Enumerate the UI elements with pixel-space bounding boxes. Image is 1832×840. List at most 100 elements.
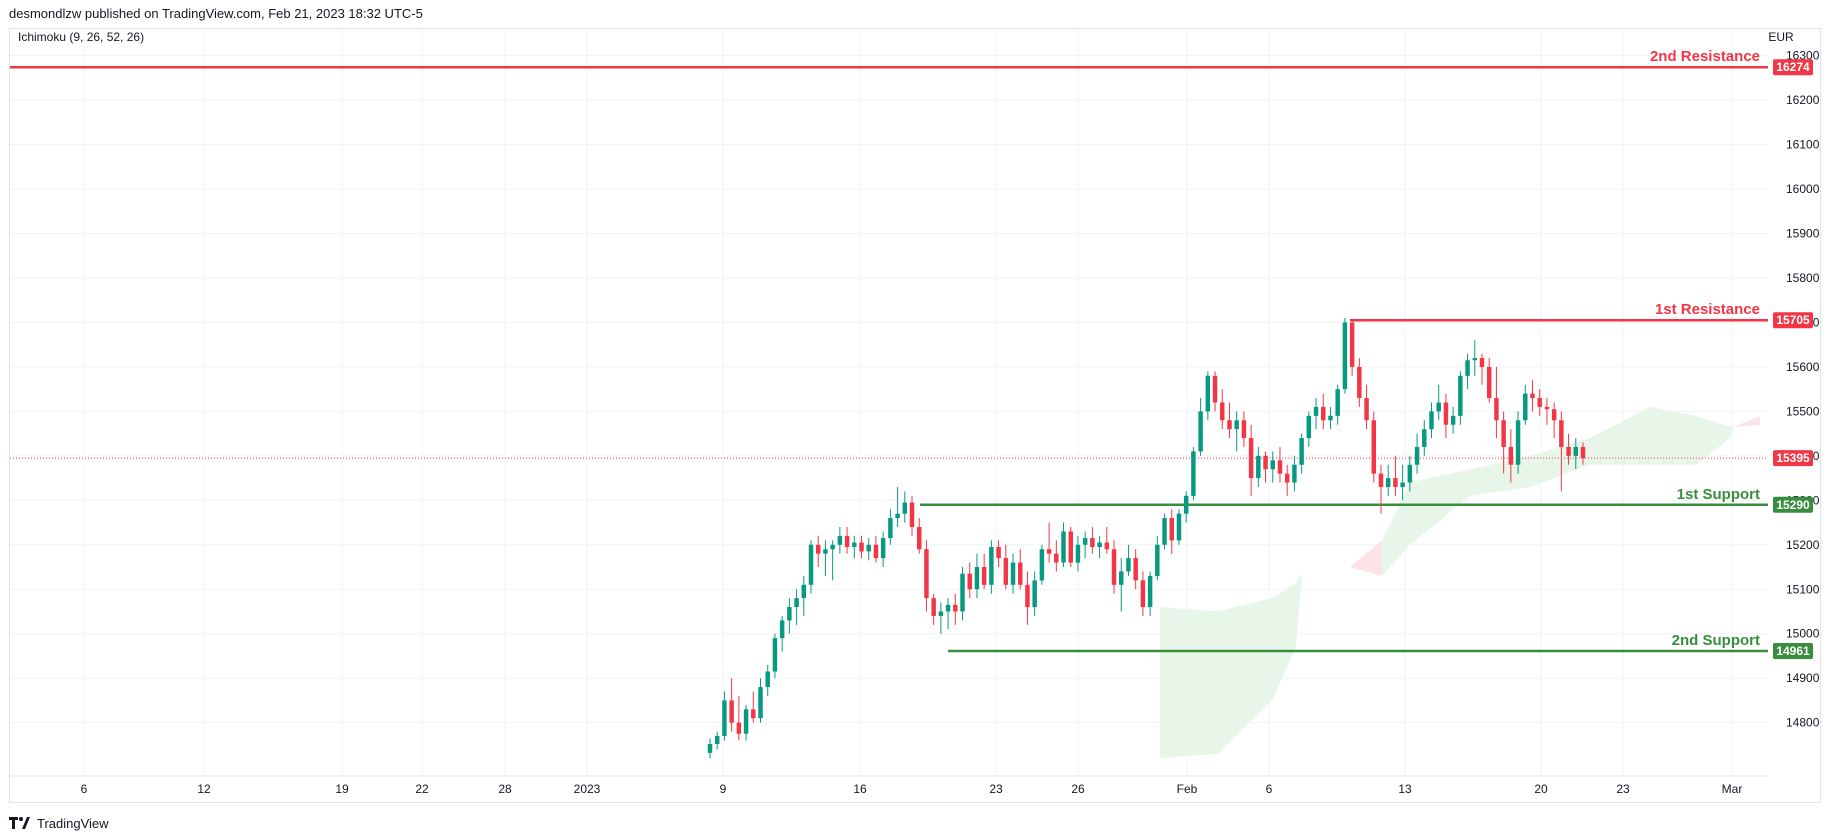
x-tick-label: 22 [415,782,429,796]
candle-body [1292,464,1297,483]
candle-down [1241,411,1247,447]
x-tick-label: 23 [1616,782,1630,796]
candle-up [1010,553,1016,594]
candle-body [1407,464,1413,483]
ichimoku-cloud [1160,406,1760,759]
candle-body [1155,544,1160,576]
candle-body [909,502,915,527]
cloud-segment-bull [1590,406,1650,465]
candle-down [859,535,864,559]
candle-down [1003,544,1009,590]
y-tick-label: 15500 [1786,404,1820,418]
cloud-segment-bull [1382,482,1410,576]
current-price-tag [1773,450,1813,467]
candle-up [1436,384,1441,421]
candle-down [1566,433,1571,465]
candle-body [989,547,994,585]
candle-body [866,544,871,552]
1st-support-label: 1st Support [1677,486,1760,503]
candle-body [931,598,936,616]
y-tick-label: 16100 [1786,138,1820,152]
candle-up [1573,438,1579,470]
candle-body [1241,420,1247,439]
chart-frame[interactable]: 2nd Resistance 1st Resistance 1st Support 2… [9,28,1821,803]
candle-up [1450,406,1456,434]
price-chart[interactable]: 2nd Resistance 1st Resistance 1st Support 2… [10,29,1822,804]
cloud-segment-bull [1730,426,1734,439]
candle-up [902,491,908,523]
candle-body [830,544,835,550]
candle-body [736,722,742,734]
candle-down [1090,527,1095,554]
candle-body [953,604,958,612]
footer-brand[interactable]: TradingView [37,815,109,831]
candle-up [823,540,828,576]
candle-up [1465,353,1470,390]
candle-down [1393,455,1398,496]
candle-body [765,671,770,688]
candle-body [1299,438,1304,465]
candle-down [1479,353,1485,385]
candle-body [1082,538,1088,545]
candle-body [880,538,886,559]
cloud-segment-bull [1272,582,1296,701]
candle-body [1263,455,1268,470]
y-tick-label: 15000 [1786,627,1820,641]
candle-up [888,509,893,545]
candle-body [1378,473,1384,487]
candle-down [1054,540,1059,572]
candle-body [743,709,749,734]
candles-layer [707,318,1586,759]
candle-body [1284,473,1290,483]
candle-down [1248,424,1254,496]
candle-down [815,535,821,568]
candle-up [1313,398,1319,430]
candle-up [787,598,792,634]
candle-body [938,611,944,616]
candle-body [1335,389,1340,416]
candle-up [960,567,965,621]
candle-body [1458,375,1463,416]
candle-down [1140,571,1146,616]
candle-up [880,531,886,568]
candle-body [1544,406,1550,410]
candle-body [1472,358,1478,361]
candle-body [967,573,972,590]
candle-body [1090,538,1095,548]
candle-down [1277,446,1283,483]
indicator-legend[interactable]: Ichimoku (9, 26, 52, 26) [18,30,144,44]
candle-up [1198,398,1203,456]
candle-body [1025,584,1030,608]
candle-body [794,598,799,608]
candle-body [916,527,922,550]
x-tick-label: 23 [989,782,1003,796]
candle-down [1501,411,1506,474]
x-tick-label: 9 [720,782,727,796]
candle-down [736,695,742,741]
candle-down [1364,384,1369,430]
candle-up [772,633,778,679]
y-tick-label: 15200 [1786,538,1820,552]
y-tick-label: 15900 [1786,227,1820,241]
candle-body [844,535,850,548]
y-tick-label: 16000 [1786,182,1820,196]
candle-up [1292,455,1297,492]
candle-body [1176,513,1182,541]
candle-body [1580,446,1586,459]
cloud-segment-bull [1470,455,1530,496]
candle-up [1422,420,1427,456]
y-tick-label: 16200 [1786,93,1820,107]
cloud-segment-bull [1696,415,1730,465]
1st-resistance-price-tag [1773,312,1813,329]
candle-body [1400,482,1405,487]
candle-body [1515,420,1521,465]
candle-up [1155,535,1160,581]
candle-body [1364,398,1369,421]
x-tick-label: 26 [1071,782,1085,796]
candle-up [765,664,770,696]
candle-body [823,549,828,554]
candle-body [1010,562,1016,585]
candle-up [808,540,814,594]
candle-down [916,518,922,554]
candle-body [1508,446,1514,465]
